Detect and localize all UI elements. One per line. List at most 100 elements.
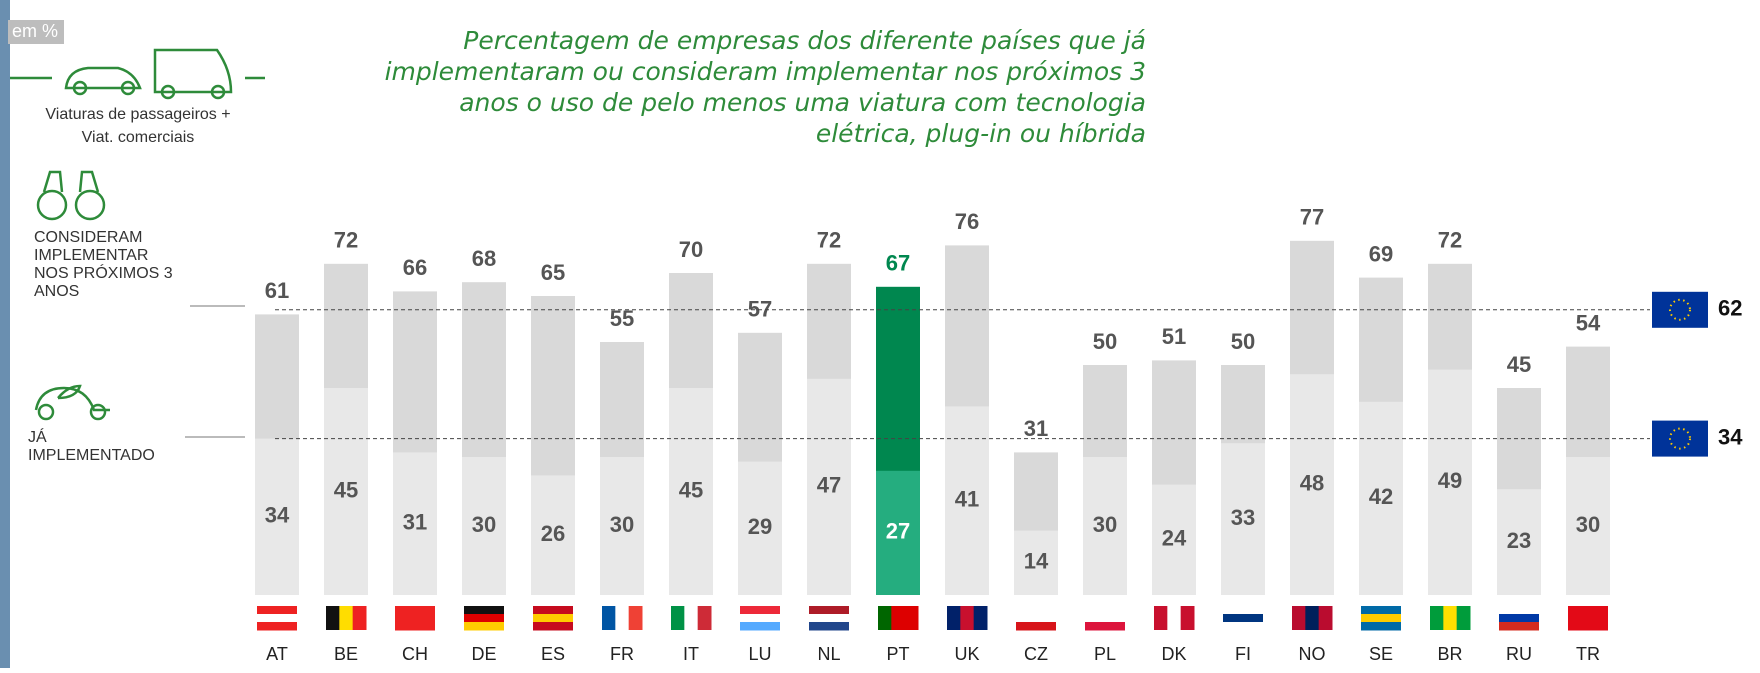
- eu-flag: [1652, 420, 1708, 457]
- flag-part: [395, 606, 435, 615]
- chart-title: Percentagem de empresas dos diferente pa…: [463, 26, 1146, 55]
- flag-part: [947, 606, 961, 630]
- flag-part: [973, 606, 988, 630]
- chart-title: implementaram ou consideram implementar …: [385, 57, 1146, 86]
- flag-part: [1456, 606, 1471, 630]
- chart-title: elétrica, plug-in ou híbrida: [816, 119, 1146, 148]
- flag-part: [464, 622, 504, 631]
- flag-part: [878, 606, 892, 630]
- x-tick-label: UK: [954, 644, 979, 664]
- value-label: 49: [1438, 468, 1462, 493]
- reference-label: 34: [1718, 424, 1743, 449]
- flag-part: [1016, 606, 1056, 615]
- eu-flag: [1652, 291, 1708, 328]
- x-tick-label: NL: [817, 644, 840, 664]
- bar: [1428, 369, 1472, 595]
- binoculars-icon: [36, 170, 106, 221]
- flag-part: [740, 606, 780, 615]
- x-tick-label: AT: [266, 644, 288, 664]
- bar: [324, 388, 368, 595]
- flag-part: [352, 606, 367, 630]
- reference-label: 62: [1718, 296, 1742, 321]
- value-label: 26: [541, 521, 565, 546]
- x-tick-label: CZ: [1024, 644, 1048, 664]
- flag-part: [1292, 606, 1306, 630]
- bar: [669, 388, 713, 595]
- value-label: 31: [1024, 416, 1048, 441]
- flag-part: [533, 606, 573, 615]
- value-label: 45: [334, 477, 358, 502]
- flag-part: [1016, 614, 1056, 623]
- value-label: 24: [1162, 526, 1187, 551]
- value-label: 67: [886, 251, 910, 276]
- value-label: 51: [1162, 324, 1186, 349]
- flag-part: [891, 606, 906, 630]
- flag-part: [257, 606, 297, 615]
- flag-part: [1085, 614, 1125, 623]
- flag-part: [1568, 606, 1608, 615]
- value-label: 30: [472, 512, 496, 537]
- flag-part: [684, 606, 699, 630]
- flag-part: [464, 606, 504, 615]
- flag-part: [1361, 622, 1401, 631]
- unit-box: [8, 20, 64, 44]
- value-label: 50: [1093, 329, 1117, 354]
- legend-label: IMPLEMENTADO: [28, 447, 155, 464]
- x-tick-label: CH: [402, 644, 428, 664]
- flag-part: [1154, 606, 1168, 630]
- bar: [1290, 374, 1334, 595]
- eu-stars: [1669, 427, 1691, 450]
- bar: [255, 438, 299, 595]
- value-label: 65: [541, 260, 565, 285]
- flag-part: [1085, 622, 1125, 631]
- value-label: 31: [403, 510, 427, 535]
- legend-label: CONSIDERAM: [34, 229, 142, 246]
- flag-part: [1223, 606, 1263, 615]
- vehicle-icon: [10, 48, 265, 100]
- flag-part: [1180, 606, 1195, 630]
- flag-part: [671, 606, 685, 630]
- chart-title: anos o uso de pelo menos uma viatura com…: [459, 88, 1146, 117]
- flag-part: [1305, 606, 1320, 630]
- flag-part: [533, 622, 573, 631]
- x-tick-label: BE: [334, 644, 358, 664]
- flag-part: [1443, 606, 1458, 630]
- x-tick-label: NO: [1299, 644, 1326, 664]
- flag-part: [1361, 614, 1401, 623]
- x-tick-label: LU: [748, 644, 771, 664]
- x-tick-label: TR: [1576, 644, 1600, 664]
- bar: [1014, 530, 1058, 595]
- bar: [945, 406, 989, 595]
- legend-label: JÁ: [28, 427, 47, 446]
- value-label: 30: [610, 512, 634, 537]
- flag-part: [1318, 606, 1333, 630]
- value-label: 48: [1300, 470, 1324, 495]
- flag-part: [1085, 606, 1125, 615]
- flag-part: [628, 606, 643, 630]
- flag-part: [615, 606, 630, 630]
- value-label: 30: [1093, 512, 1117, 537]
- value-label: 70: [679, 237, 703, 262]
- value-label: 54: [1576, 310, 1601, 335]
- flag-part: [326, 606, 340, 630]
- flag-part: [1499, 606, 1539, 615]
- flag-part: [339, 606, 354, 630]
- x-tick-label: FI: [1235, 644, 1251, 664]
- background-strip: [0, 0, 10, 668]
- value-label: 27: [886, 519, 910, 544]
- flag-part: [1499, 622, 1539, 631]
- bar: [1359, 401, 1403, 595]
- flag-part: [960, 606, 975, 630]
- bar: [738, 461, 782, 595]
- flag-part: [533, 614, 573, 623]
- bar: [600, 457, 644, 595]
- car-icon: [34, 384, 110, 421]
- value-label: 72: [334, 228, 358, 253]
- value-label: 29: [748, 514, 772, 539]
- value-label: 30: [1576, 512, 1600, 537]
- flag-part: [1361, 606, 1401, 615]
- value-label: 34: [265, 503, 290, 528]
- value-label: 47: [817, 473, 841, 498]
- value-label: 57: [748, 297, 772, 322]
- value-label: 41: [955, 487, 979, 512]
